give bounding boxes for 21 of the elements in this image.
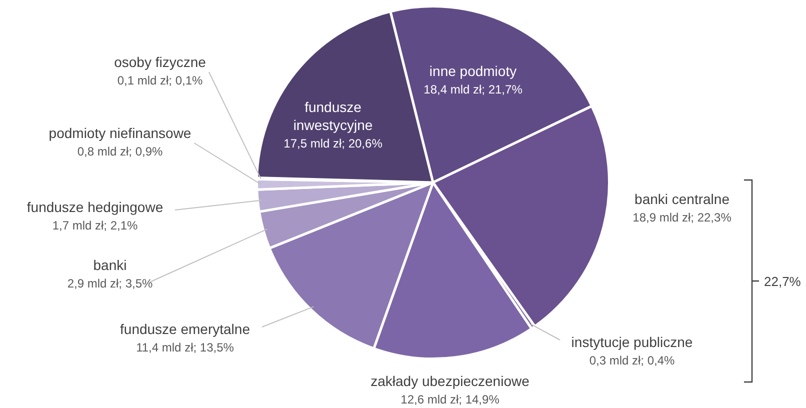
slice-label: instytucje publiczne bbox=[571, 334, 693, 350]
data-label: 1,7 mld zł; 2,1% bbox=[52, 218, 138, 232]
data-label: 0,1 mld zł; 0,1% bbox=[117, 73, 204, 88]
data-label: 17,5 mld zł; 20,6% bbox=[284, 136, 383, 150]
data-label: 0,3 mld zł; 0,4% bbox=[589, 353, 676, 368]
data-label: 18,9 mld zł; 22,3% bbox=[632, 210, 732, 224]
data-label: 12,6 mld zł; 14,9% bbox=[400, 392, 500, 406]
slice-label: fundusze inwestycyjne bbox=[293, 98, 373, 133]
data-label: 18,4 mld zł; 21,7% bbox=[424, 82, 523, 96]
slice-label: fundusze emerytalne bbox=[120, 320, 250, 337]
slice-label: banki centralne bbox=[634, 190, 730, 207]
slice-label: fundusze hedgingowe bbox=[26, 198, 164, 215]
data-label: 2,9 mld zł; 3,5% bbox=[67, 276, 154, 290]
text: 22,7% bbox=[764, 274, 801, 289]
slice-label: zakłady ubezpieczeniowe bbox=[370, 372, 530, 389]
slice-label: podmioty niefinansowe bbox=[48, 124, 192, 141]
slice-label: osoby fizyczne bbox=[114, 54, 206, 70]
slice-label: banki bbox=[93, 256, 127, 273]
data-label: 11,4 mld zł; 13,5% bbox=[136, 340, 234, 354]
data-label: 0,8 mld zł; 0,9% bbox=[77, 144, 164, 158]
slice-label: inne podmioty bbox=[429, 62, 517, 79]
